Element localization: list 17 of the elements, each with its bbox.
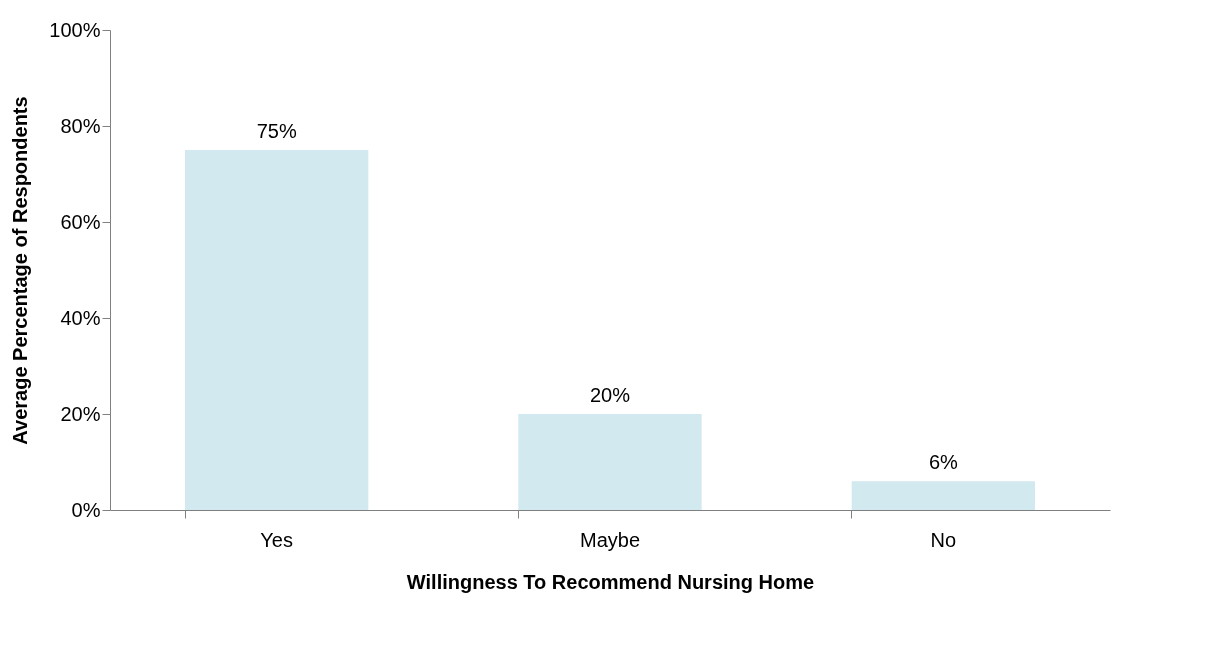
- y-tick-label: 60%: [60, 210, 101, 233]
- y-tick-label: 80%: [60, 114, 101, 137]
- x-tick-label: Yes: [260, 528, 293, 551]
- bar: [185, 150, 369, 510]
- data-label: 20%: [589, 384, 631, 406]
- y-tick-label: 20%: [60, 402, 101, 425]
- y-tick-label: 40%: [60, 306, 101, 329]
- y-tick-label: 0%: [71, 498, 101, 521]
- bar: [518, 414, 702, 510]
- data-label: 75%: [256, 120, 297, 142]
- y-axis-title: Average Percentage of Respondents: [9, 96, 32, 445]
- x-tick-label: Maybe: [579, 528, 641, 551]
- y-tick-label: 100%: [49, 18, 101, 41]
- data-label: 6%: [928, 451, 958, 474]
- bar: [851, 481, 1035, 510]
- x-axis-title: Willingness To Recommend Nursing Home: [406, 570, 815, 593]
- x-tick-label: No: [930, 528, 957, 551]
